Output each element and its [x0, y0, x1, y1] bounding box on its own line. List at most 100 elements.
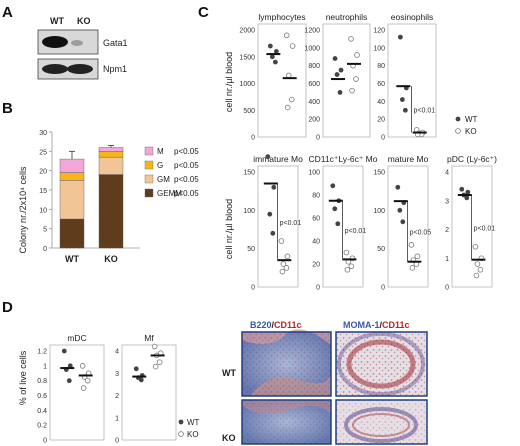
band-npm1-ko: [67, 64, 93, 74]
live-mf-ytick-label: 3: [115, 371, 119, 378]
blood-row2-2-point-wt: [395, 184, 401, 190]
blood-row2-3-point-wt: [464, 195, 470, 201]
blood-legend-wt-marker: [455, 116, 461, 122]
blood-row2-1-point-ko: [343, 249, 350, 256]
live-mdc-point-ko: [80, 385, 87, 391]
blood-row2-2-point-ko: [408, 242, 415, 248]
blood-legend-ko: KO: [465, 127, 477, 136]
histology: B220/CD11c MOMA-1/CD11c WT KO: [222, 320, 428, 445]
blood-row2-0-frame: [257, 165, 299, 288]
colony-ytick-label: 30: [39, 130, 47, 137]
live-mdc-ytick-label: 0.8: [37, 378, 47, 385]
blood-neutrophils-point-ko: [354, 52, 360, 58]
blood-row2-2-ytick-label: 150: [373, 170, 385, 177]
blood-row2-1-point-ko: [348, 263, 355, 270]
colony-bar-gemm: [98, 174, 124, 249]
blood-lymphocytes-ytick-label: 1500: [239, 54, 255, 61]
blood-neutrophils-frame: [322, 23, 371, 138]
live-mf-ytick-label: 0: [115, 438, 119, 445]
live-mdc-ytick-label: 0.2: [37, 423, 47, 430]
live-ylabel: % of live cells: [18, 350, 28, 405]
blood-lymphocytes-point-wt: [273, 49, 279, 54]
colony-ytick-label: 5: [43, 227, 47, 234]
live-mdc-point-ko: [79, 363, 86, 369]
blood-row2-3-ytick-label: 3: [445, 198, 449, 205]
histology-col2-title: MOMA-1/CD11c: [343, 320, 410, 330]
blood-eosinophils-point-wt: [399, 97, 405, 102]
blood-row2-2-ytick-label: 50: [377, 246, 385, 253]
histology-col1-title: B220/CD11c: [250, 320, 302, 330]
blood-row2-1-ytick-label: 20: [312, 262, 320, 269]
colony-ytick-label: 0: [43, 246, 47, 253]
legend-pval-m: p<0.05: [174, 147, 199, 156]
blood-row2-0-point-ko: [284, 253, 291, 260]
blood-neutrophils-point-ko: [353, 76, 359, 82]
band-npm1-wt: [42, 64, 68, 74]
legend-pval-gemm: p<0.05: [174, 189, 199, 198]
band-label-gata1: Gata1: [103, 38, 128, 48]
blood-row2-3-ytick-label: 1: [445, 256, 449, 263]
blood-row2-1-frame: [322, 165, 364, 288]
legend-pval-gm: p<0.05: [174, 175, 199, 184]
colony-bar-g: [98, 151, 124, 158]
live-legend-ko: KO: [187, 430, 199, 439]
colony-ytick-label: 25: [39, 149, 47, 156]
histology-ko-moma1: [335, 399, 428, 445]
blood-row2-2-frame: [387, 165, 429, 288]
blood-row2-1-point-wt: [335, 221, 341, 227]
legend-label-gemm: GEMM: [157, 189, 182, 198]
blood-row2-3-ytick-label: 4: [445, 170, 449, 177]
blood-eosinophils-ytick-label: 100: [373, 45, 385, 52]
legend-swatch-gemm: [144, 188, 154, 198]
blood-row2-1-point-wt: [332, 206, 338, 212]
legend-label-gm: GM: [157, 175, 170, 184]
blood-row2-0-point-wt: [271, 184, 277, 190]
live-mf-ytick-label: 2: [115, 393, 119, 400]
legend-swatch-m: [144, 146, 154, 156]
blood-row2-1-ytick-label: 80: [312, 193, 320, 200]
blood-neutrophils-ytick-label: 400: [308, 99, 320, 106]
histology-ko-b220: [241, 399, 332, 445]
blood-row2-3-title: pDC (Ly-6c⁺): [447, 154, 497, 164]
blood-eosinophils-ytick-label: 60: [377, 81, 385, 88]
live-mdc-ytick-label: 0.6: [37, 393, 47, 400]
blood-lymphocytes-point-wt: [269, 54, 275, 60]
colony-category-label: KO: [104, 254, 118, 264]
blood-row2-2-point-ko: [414, 253, 421, 260]
live-mdc-point-wt: [67, 363, 73, 369]
live-mf-point-wt: [133, 366, 139, 372]
blood-neutrophils-point-wt: [337, 90, 343, 95]
blood-row2-3-ytick-label: 2: [445, 227, 449, 234]
blood-neutrophils-point-ko: [348, 36, 354, 42]
blood-row2-0-point-ko: [283, 265, 290, 271]
blood-row2-0-ytick-label: 100: [243, 208, 255, 215]
legend-pval-g: p<0.05: [174, 161, 199, 170]
blood-row2-0-point-ko: [280, 261, 287, 267]
blood-row2-3-point-ko: [473, 272, 480, 279]
live-mf-point-ko: [152, 363, 159, 370]
live-mf-frame: [121, 344, 177, 441]
panel-label-d: D: [2, 299, 13, 316]
blood-neutrophils-ytick-label: 800: [308, 63, 320, 70]
blood-lymphocytes-point-ko: [283, 32, 290, 39]
blood-row2-0-point-ko: [278, 238, 285, 244]
blood-eosinophils-point-wt: [397, 34, 403, 40]
band-label-npm1: Npm1: [103, 64, 127, 74]
legend-label-g: G: [157, 161, 163, 170]
live-mdc-point-wt: [66, 378, 72, 384]
blood-lymphocytes-point-ko: [289, 43, 296, 49]
live-legend-wt: WT: [187, 418, 200, 427]
blood-row2-0-point-wt: [270, 230, 276, 236]
blood-neutrophils-point-wt: [334, 72, 340, 77]
blood-row2-2-ytick-label: 100: [373, 208, 385, 215]
blood-row2-0-point-wt: [265, 154, 271, 160]
blood-neutrophils-point-wt: [338, 67, 344, 73]
live-mf-point-ko: [151, 343, 158, 350]
blood-row2-1-title: CD11c⁺Ly-6c⁺ Mo: [309, 154, 378, 164]
live-mdc-point-wt: [61, 348, 67, 354]
legend-swatch-gm: [144, 174, 154, 184]
blood-row2-2-point-wt: [397, 207, 403, 213]
live-mdc-frame: [49, 344, 105, 441]
blood-lymphocytes-ytick-label: 2000: [239, 28, 255, 35]
blood-neutrophils-ytick-label: 600: [308, 81, 320, 88]
